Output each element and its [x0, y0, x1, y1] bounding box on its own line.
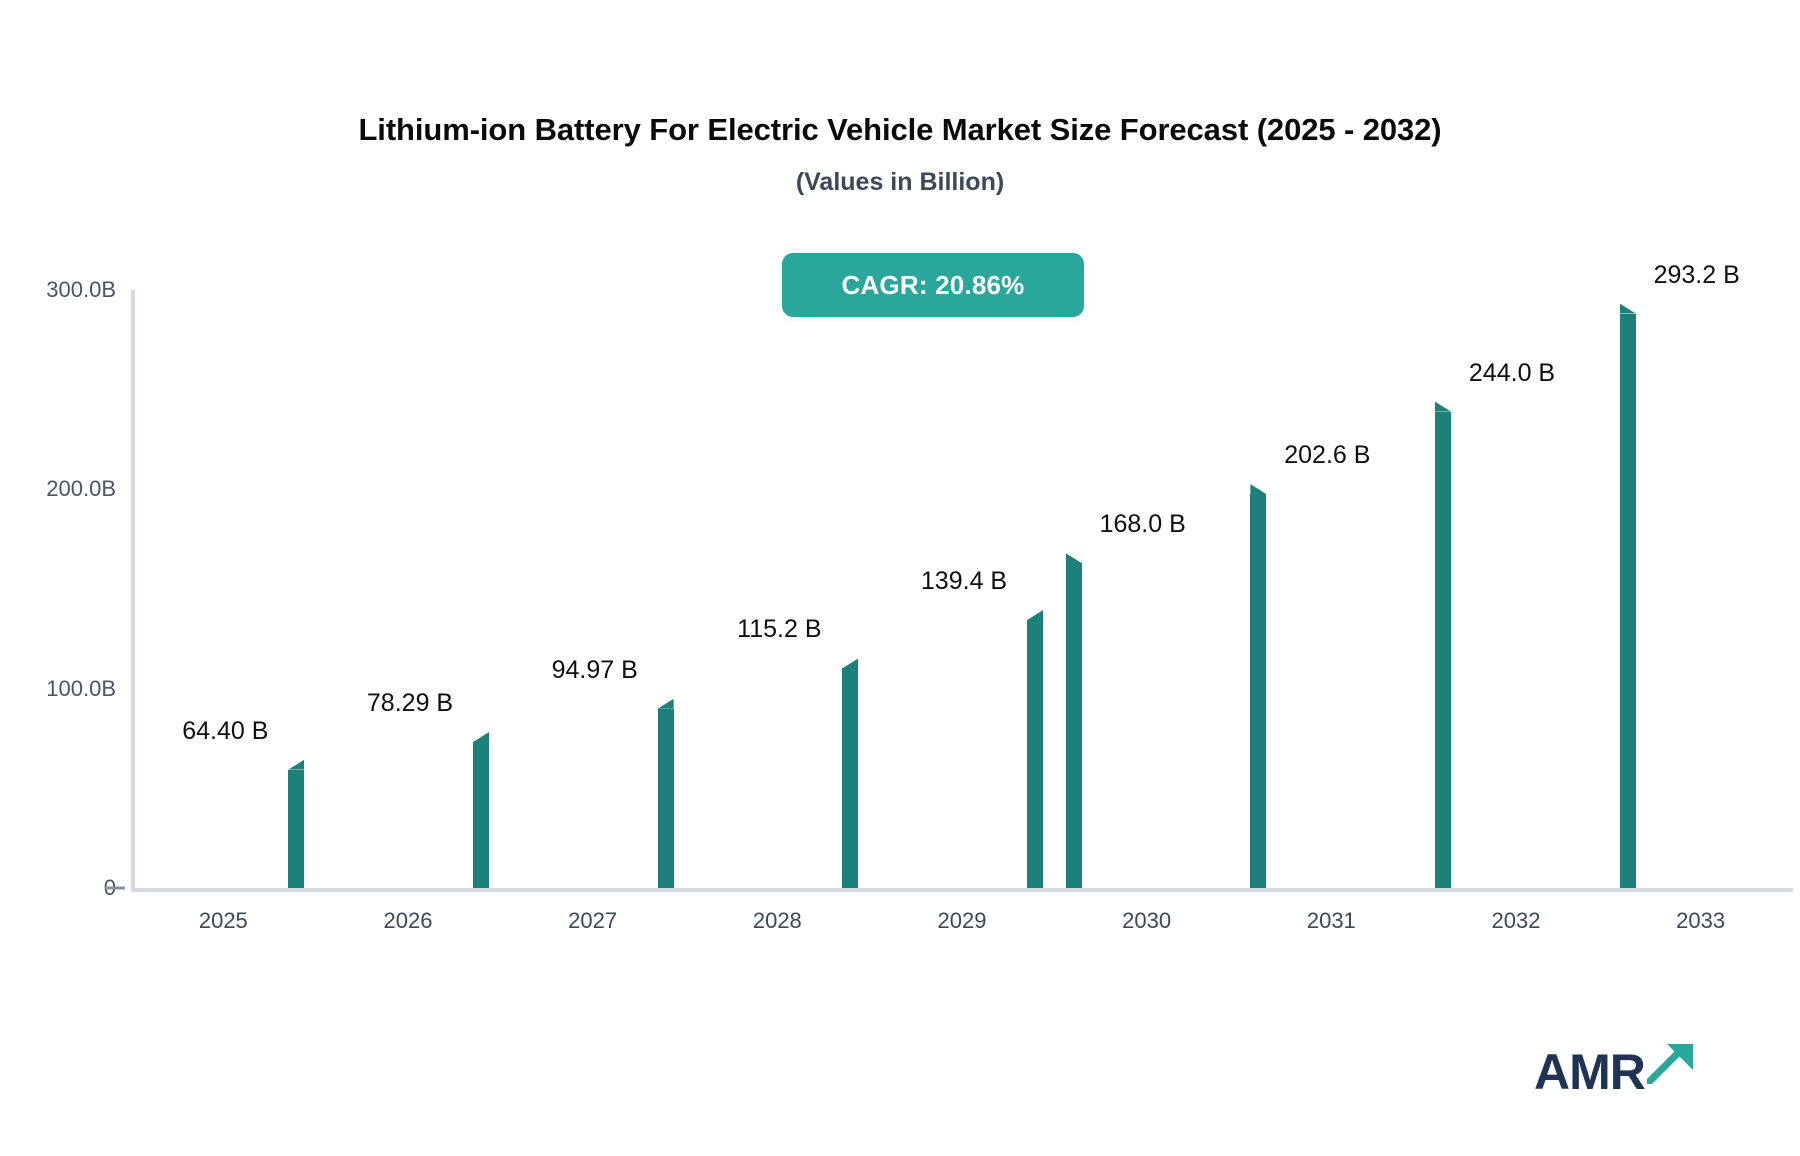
- bar-side-face: [288, 769, 305, 888]
- x-axis-tick-label: 2033: [1676, 908, 1726, 933]
- bar-value-label: 78.29 B: [366, 688, 454, 717]
- bar-top-bevel: [1619, 303, 1636, 314]
- bar-side-face: [1435, 411, 1451, 888]
- bar[interactable]: [1435, 401, 1581, 888]
- growth-arrow-icon: [1645, 1040, 1699, 1089]
- bar-side-face: [473, 741, 489, 888]
- y-axis-line: [131, 290, 135, 890]
- bar-top-bevel: [1250, 484, 1267, 495]
- y-axis-tick-label: 100.0B: [46, 675, 116, 701]
- x-axis-tick-label: 2027: [568, 908, 618, 933]
- bar-side-face: [1250, 494, 1267, 888]
- bar[interactable]: [712, 658, 859, 888]
- bar-side-face: [842, 668, 859, 888]
- bar[interactable]: [1250, 484, 1396, 888]
- y-axis-zero-tick-mark: [105, 886, 125, 890]
- y-axis-tick-label: 0: [6, 875, 116, 901]
- bar-value-label: 202.6 B: [1284, 441, 1371, 470]
- bar-top-bevel: [473, 731, 489, 742]
- x-axis-tick-label: 2031: [1306, 908, 1356, 933]
- bar-side-face: [1619, 313, 1636, 888]
- cagr-badge: CAGR: 20.86%: [782, 253, 1084, 317]
- bar-value-label: 244.0 B: [1468, 358, 1556, 387]
- bar-top-bevel: [1435, 401, 1451, 412]
- bar[interactable]: [897, 610, 1043, 888]
- chart-subtitle: (Values in Billion): [795, 168, 1005, 196]
- amr-logo: AMR: [1534, 1040, 1699, 1097]
- bar-side-face: [1065, 563, 1082, 888]
- bar[interactable]: [1619, 303, 1766, 888]
- bar[interactable]: [1065, 553, 1212, 888]
- bar-value-label: 94.97 B: [551, 655, 638, 684]
- bar-top-bevel: [1027, 610, 1043, 621]
- x-axis-tick-label: 2029: [937, 908, 987, 933]
- chart-title: Lithium-ion Battery For Electric Vehicle…: [358, 112, 1442, 147]
- bar-top-bevel: [657, 698, 674, 709]
- x-axis-line: [131, 888, 1793, 892]
- bar-value-label: 293.2 B: [1653, 260, 1740, 289]
- bar-side-face: [1027, 620, 1043, 888]
- amr-logo-text: AMR: [1534, 1044, 1646, 1100]
- bar-top-bevel: [1065, 553, 1082, 564]
- x-axis-tick-label: 2032: [1491, 908, 1541, 933]
- bar-top-bevel: [288, 759, 305, 770]
- bar[interactable]: [343, 731, 489, 888]
- bar-side-face: [657, 708, 674, 888]
- bar-value-label: 139.4 B: [920, 567, 1008, 596]
- x-axis-tick-label: 2025: [198, 908, 248, 933]
- x-axis-tick-label: 2030: [1122, 908, 1172, 933]
- bar[interactable]: [528, 698, 674, 888]
- bar-value-label: 168.0 B: [1099, 510, 1186, 539]
- bar-top-bevel: [842, 658, 859, 669]
- bar-value-label: 64.40 B: [182, 716, 269, 745]
- y-axis-tick-label: 300.0B: [46, 277, 116, 302]
- bar-value-label: 115.2 B: [737, 615, 822, 644]
- x-axis-tick-label: 2026: [383, 908, 433, 933]
- y-axis-tick-label: 200.0B: [46, 476, 116, 502]
- x-axis-tick-label: 2028: [752, 908, 802, 933]
- bar[interactable]: [158, 759, 305, 888]
